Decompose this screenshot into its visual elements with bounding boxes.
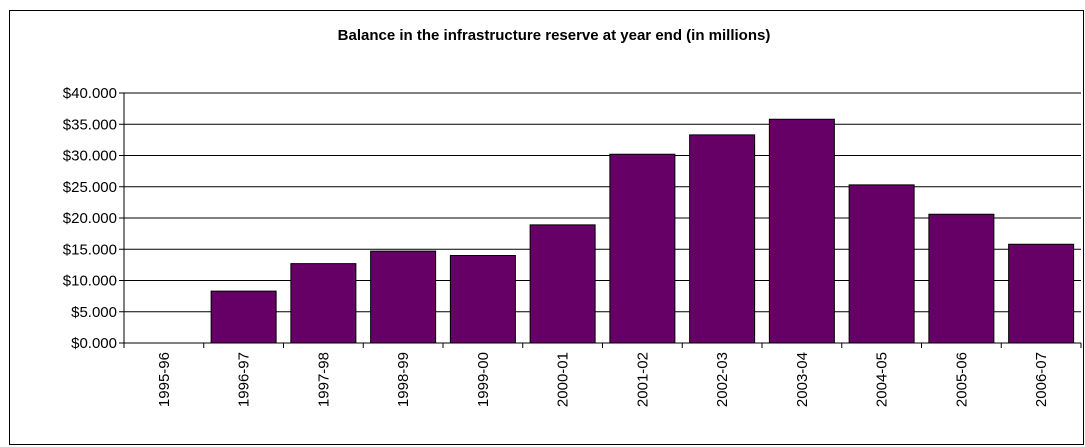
y-tick-label: $40.000 (63, 85, 117, 102)
y-tick-label: $5.000 (71, 304, 117, 321)
bars (210, 118, 1075, 344)
bar-2000-01 (529, 224, 596, 344)
x-tick-label: 1995-96 (156, 352, 173, 407)
bar-2001-02 (609, 153, 676, 344)
y-tick-label: $30.000 (63, 148, 117, 165)
y-tick-labels: $0.000 $5.000 $10.000 $15.000 $20.000 $25.000… (63, 85, 117, 352)
y-tick-label: $25.000 (63, 179, 117, 196)
chart-title: Balance in the infrastructure reserve at… (338, 27, 771, 44)
bar-1999-00 (449, 255, 516, 344)
gridlines (124, 92, 1081, 313)
bar-2003-04 (768, 118, 835, 344)
x-tick-label: 2003-04 (794, 352, 811, 407)
bar-1998-99 (370, 250, 437, 344)
bar-2005-06 (928, 213, 995, 344)
x-tick-label: 2002-03 (714, 352, 731, 407)
y-tick-label: $0.000 (71, 335, 117, 352)
bar-2006-07 (1008, 243, 1075, 344)
bar-1996-97 (210, 290, 277, 344)
x-tick-label: 2000-01 (555, 352, 572, 407)
y-tick-label: $20.000 (63, 210, 117, 227)
x-tick-label: 1996-97 (236, 352, 253, 407)
bar-2002-03 (689, 134, 756, 344)
x-tick-label: 1999-00 (475, 352, 492, 407)
bar-1997-98 (290, 263, 357, 344)
x-tick-labels: 1995-96 1996-97 1997-98 1998-99 1999-00 2000-… (156, 352, 1050, 407)
x-tick-label: 2005-06 (953, 352, 970, 407)
x-tick-label: 2001-02 (634, 352, 651, 407)
x-tick-label: 1997-98 (315, 352, 332, 407)
x-tick-label: 2004-05 (874, 352, 891, 407)
x-tick-label: 2006-07 (1033, 352, 1050, 407)
y-tick-label: $15.000 (63, 241, 117, 258)
axes (119, 92, 1082, 348)
bar-2004-05 (848, 184, 915, 344)
y-tick-label: $10.000 (63, 273, 117, 290)
x-tick-label: 1998-99 (395, 352, 412, 407)
y-tick-label: $35.000 (63, 116, 117, 133)
